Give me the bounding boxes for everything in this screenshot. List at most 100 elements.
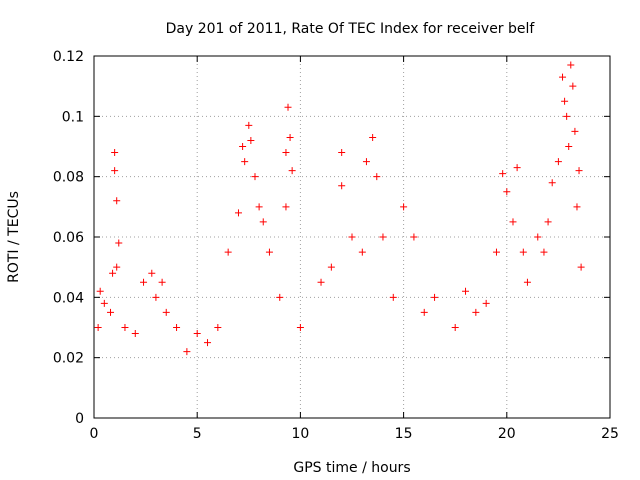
data-point <box>575 167 583 175</box>
data-point <box>115 239 123 247</box>
data-point <box>571 127 579 135</box>
data-point <box>193 330 201 338</box>
data-point <box>348 233 356 241</box>
data-point <box>569 82 577 90</box>
data-point <box>100 299 108 307</box>
x-tick-label: 20 <box>498 426 516 442</box>
data-point <box>239 143 247 150</box>
y-tick-label: 0.08 <box>53 170 84 186</box>
data-point <box>241 158 249 166</box>
y-axis-label: ROTI / TECUs <box>6 191 22 283</box>
data-point <box>573 203 581 211</box>
x-tick-label: 15 <box>395 426 413 442</box>
data-point <box>563 112 571 120</box>
grid <box>94 56 610 418</box>
x-tick-label: 10 <box>291 426 309 442</box>
data-point <box>113 197 121 205</box>
data-point <box>519 248 527 256</box>
data-point <box>140 278 148 286</box>
data-point <box>420 308 428 316</box>
data-point <box>111 167 119 175</box>
data-point <box>327 263 335 271</box>
data-point <box>561 97 569 105</box>
data-point <box>296 324 304 331</box>
y-tick-label: 0.1 <box>62 109 84 125</box>
data-point <box>148 269 156 277</box>
data-point <box>548 179 556 187</box>
data-point <box>131 330 139 338</box>
data-point <box>472 308 480 316</box>
x-tick-label: 25 <box>601 426 619 442</box>
data-point <box>358 248 366 256</box>
x-tick-label: 0 <box>90 426 99 442</box>
data-point <box>523 278 531 286</box>
data-point <box>247 136 255 144</box>
data-point <box>251 173 259 181</box>
data-point <box>338 182 346 190</box>
data-point <box>379 233 387 241</box>
data-point <box>214 324 222 331</box>
data-point <box>162 308 170 316</box>
data-point <box>111 149 119 157</box>
axis-ticks: 0 5 10 15 20 25 0 0.02 0.04 0.06 0.08 0.1 0.12 <box>53 49 619 442</box>
data-point <box>482 299 490 307</box>
data-point <box>282 149 290 157</box>
data-point <box>183 348 191 356</box>
data-point <box>362 158 370 166</box>
data-point <box>544 218 552 226</box>
data-point <box>276 293 284 301</box>
data-point <box>389 293 397 301</box>
data-point <box>513 164 521 172</box>
data-point <box>338 149 346 157</box>
y-tick-label: 0.04 <box>53 290 84 306</box>
data-point <box>451 324 459 331</box>
x-axis-label: GPS time / hours <box>293 460 410 476</box>
data-point <box>534 233 542 241</box>
data-point <box>234 209 242 217</box>
data-point <box>96 287 104 295</box>
data-point <box>503 188 511 196</box>
chart-title: Day 201 of 2011, Rate Of TEC Index for r… <box>166 21 536 37</box>
data-point <box>373 173 381 181</box>
data-point <box>265 248 273 256</box>
x-tick-label: 5 <box>193 426 202 442</box>
data-point <box>224 248 232 256</box>
y-tick-label: 0 <box>75 411 84 427</box>
data-point <box>567 61 575 69</box>
data-point <box>255 203 263 211</box>
data-point <box>431 293 439 301</box>
data-point <box>284 103 292 111</box>
data-point <box>121 324 129 331</box>
data-point <box>158 278 166 286</box>
y-tick-label: 0.06 <box>53 230 84 246</box>
data-point <box>107 308 115 316</box>
data-point <box>286 133 294 141</box>
data-point <box>410 233 418 241</box>
data-point <box>259 218 267 226</box>
data-point <box>554 158 562 166</box>
data-point <box>492 248 500 256</box>
data-point <box>577 263 585 271</box>
data-point <box>462 287 470 295</box>
data-point <box>369 133 377 141</box>
data-point <box>109 269 117 277</box>
data-point <box>288 167 296 175</box>
data-point <box>400 203 408 211</box>
data-point <box>509 218 517 226</box>
data-point <box>540 248 548 256</box>
data-point <box>173 324 181 331</box>
data-point <box>152 293 160 301</box>
data-point <box>499 170 507 178</box>
data-point <box>204 339 212 347</box>
y-tick-label: 0.02 <box>53 351 84 367</box>
data-points <box>94 61 585 356</box>
data-point <box>113 263 121 271</box>
data-point <box>245 121 253 129</box>
data-point <box>94 324 102 331</box>
y-tick-label: 0.12 <box>53 49 84 65</box>
data-point <box>317 278 325 286</box>
data-point <box>282 203 290 211</box>
data-point <box>565 143 573 150</box>
data-point <box>559 73 567 81</box>
